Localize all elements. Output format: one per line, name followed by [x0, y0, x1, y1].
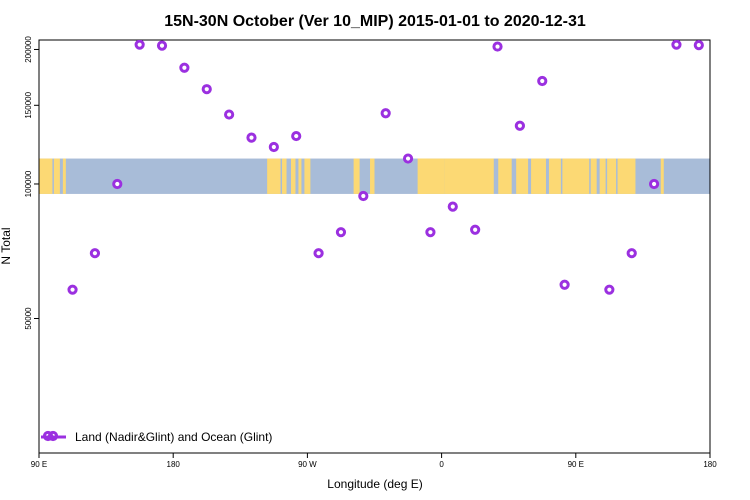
- world-map-strip: [39, 158, 710, 194]
- land-segment: [607, 158, 617, 194]
- land-segment: [304, 158, 311, 194]
- land-segment: [62, 158, 66, 194]
- chart-title: 15N-30N October (Ver 10_MIP) 2015-01-01 …: [164, 13, 586, 30]
- x-tick-label: 180: [703, 460, 717, 469]
- legend: Land (Nadir&Glint) and Ocean (Glint): [41, 430, 272, 444]
- land-segment: [298, 158, 302, 194]
- data-point: [67, 284, 78, 295]
- y-tick-label: 200000: [24, 36, 33, 63]
- x-tick-label: 90 W: [298, 460, 317, 469]
- data-point: [156, 40, 168, 51]
- land-segment: [282, 158, 287, 194]
- land-segment: [444, 158, 494, 194]
- data-point: [626, 248, 637, 259]
- data-point: [268, 141, 279, 153]
- data-point: [112, 178, 123, 190]
- data-point: [89, 248, 101, 259]
- land-segment: [370, 158, 375, 194]
- x-tick-label: 180: [167, 460, 181, 469]
- data-point: [313, 248, 324, 259]
- data-point: [246, 132, 257, 143]
- land-segment: [53, 158, 60, 194]
- data-point: [470, 224, 481, 235]
- legend-marker: [47, 430, 59, 442]
- data-point: [648, 178, 660, 190]
- legend-label: Land (Nadir&Glint) and Ocean (Glint): [75, 430, 272, 444]
- x-axis-label: Longitude (deg E): [327, 477, 422, 491]
- data-point: [224, 109, 235, 120]
- data-point: [447, 201, 458, 212]
- x-tick-label: 0: [439, 460, 444, 469]
- legend-marker: [42, 430, 54, 442]
- x-tick-label: 90 E: [568, 460, 584, 469]
- land-segment: [660, 158, 664, 194]
- data-point: [671, 40, 682, 50]
- data-point: [201, 84, 212, 95]
- land-segment: [617, 158, 636, 194]
- y-tick-label: 150000: [24, 91, 33, 118]
- data-point: [604, 284, 615, 295]
- data-point: [380, 108, 391, 119]
- y-axis-label: N Total: [0, 227, 13, 264]
- data-point: [358, 190, 369, 202]
- land-segment: [290, 158, 296, 194]
- land-segment: [599, 158, 606, 194]
- data-point: [425, 227, 436, 238]
- land-segment: [590, 158, 597, 194]
- data-point: [402, 153, 414, 164]
- land-segment: [353, 158, 360, 194]
- land-segment: [562, 158, 590, 194]
- land-segment: [39, 158, 53, 194]
- x-tick-label: 90 E: [31, 460, 47, 469]
- data-point: [693, 40, 704, 51]
- data-point: [134, 40, 145, 50]
- data-point: [514, 120, 525, 131]
- y-tick-label: 100000: [24, 170, 33, 197]
- land-segment: [516, 158, 529, 194]
- data-point: [492, 41, 503, 52]
- land-segment: [548, 158, 561, 194]
- y-tick-label: 50000: [24, 307, 33, 330]
- data-point: [559, 279, 570, 290]
- land-segment: [267, 158, 281, 194]
- plot-frame: [38, 39, 711, 454]
- y-axis: 50000 100000 150000 200000: [24, 36, 39, 330]
- land-segment: [531, 158, 546, 194]
- data-point: [583, 466, 590, 473]
- data-point: [291, 130, 302, 142]
- land-segment: [417, 158, 445, 194]
- x-axis: 90 E 180 90 W 0 90 E 180: [31, 453, 717, 469]
- data-point: [537, 75, 548, 87]
- data-point: [335, 227, 347, 238]
- data-point: [179, 62, 190, 73]
- data-points: [67, 40, 704, 473]
- land-segment: [498, 158, 512, 194]
